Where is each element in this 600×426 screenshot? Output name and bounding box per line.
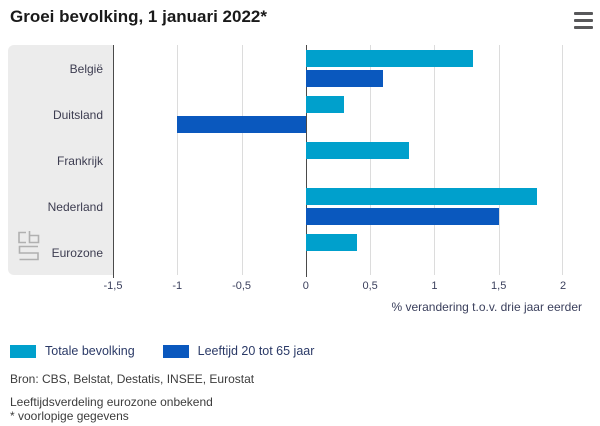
x-tick-label: 0,5 bbox=[362, 280, 378, 292]
plot-area bbox=[113, 45, 563, 278]
bar-duitsland-series1 bbox=[305, 96, 345, 113]
legend-item: Totale bevolking bbox=[10, 344, 135, 358]
x-tick-label: 2 bbox=[559, 280, 567, 292]
bar-frankrijk-series1 bbox=[305, 142, 409, 159]
category-label-panel: België Duitsland Frankrijk Nederland Eurozon… bbox=[8, 45, 113, 275]
hamburger-bar bbox=[574, 25, 593, 29]
bar-duitsland-series2 bbox=[177, 116, 306, 133]
cbs-logo-icon bbox=[16, 230, 42, 267]
zero-line bbox=[305, 45, 307, 277]
bar-belgi-series2 bbox=[305, 70, 383, 87]
category-label: Duitsland bbox=[52, 107, 103, 122]
bar-belgi-series1 bbox=[305, 50, 473, 67]
x-axis-ticks: -1,5 -1 -0,5 0 0,5 1 1,5 2 bbox=[0, 280, 600, 294]
x-axis-title: % verandering t.o.v. drie jaar eerder bbox=[391, 300, 582, 314]
gridline bbox=[562, 45, 563, 275]
gridline bbox=[434, 45, 436, 275]
gridline bbox=[370, 45, 372, 275]
hamburger-menu-icon[interactable] bbox=[574, 12, 594, 29]
x-tick-label: 1 bbox=[431, 280, 438, 292]
footnote-voorlopig: * voorlopige gegevens bbox=[10, 409, 129, 423]
gridline bbox=[113, 45, 114, 278]
gridline bbox=[241, 45, 243, 275]
category-label: Frankrijk bbox=[56, 153, 103, 168]
hamburger-bar bbox=[574, 12, 593, 16]
gridline bbox=[177, 45, 179, 275]
x-tick-label: 0 bbox=[302, 280, 309, 292]
source-text: Bron: CBS, Belstat, Destatis, INSEE, Eur… bbox=[10, 372, 255, 386]
bar-eurozone-series1 bbox=[305, 234, 358, 251]
x-tick-label: -1,5 bbox=[103, 280, 123, 292]
footnote-eurozone: Leeftijdsverdeling eurozone onbekend bbox=[10, 395, 213, 409]
legend-label: Leeftijd 20 tot 65 jaar bbox=[197, 344, 315, 358]
category-label: Eurozone bbox=[51, 245, 103, 260]
x-tick-label: -1 bbox=[172, 280, 183, 292]
category-label: België bbox=[69, 61, 103, 76]
legend-label: Totale bevolking bbox=[45, 344, 135, 358]
category-label: Nederland bbox=[47, 199, 103, 214]
legend-swatch-icon bbox=[10, 344, 36, 358]
gridline bbox=[498, 45, 500, 275]
hamburger-bar bbox=[574, 18, 593, 23]
x-tick-label: 1,5 bbox=[491, 280, 507, 292]
legend: Totale bevolking Leeftijd 20 tot 65 jaar bbox=[10, 344, 314, 358]
bar-nederland-series2 bbox=[305, 208, 499, 225]
legend-item: Leeftijd 20 tot 65 jaar bbox=[162, 344, 315, 358]
x-tick-label: -0,5 bbox=[232, 280, 252, 292]
legend-swatch-icon bbox=[162, 344, 189, 358]
chart-title: Groei bevolking, 1 januari 2022* bbox=[10, 7, 267, 26]
bar-nederland-series1 bbox=[305, 188, 538, 205]
